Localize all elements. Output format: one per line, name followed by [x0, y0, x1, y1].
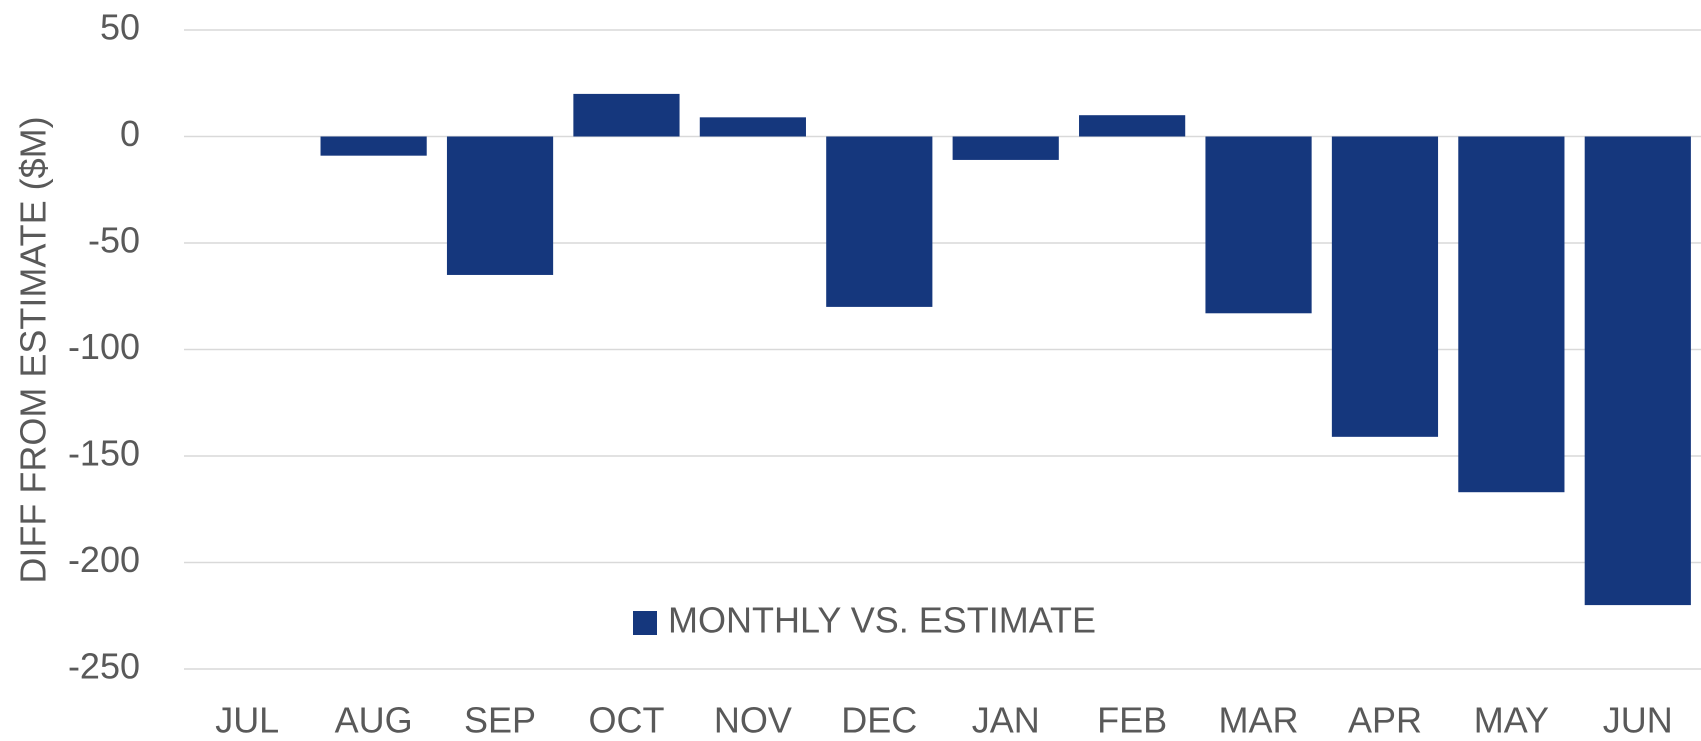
bar: [826, 136, 933, 307]
x-tick-label: NOV: [714, 700, 792, 741]
bar: [1458, 136, 1565, 493]
y-tick-label: 0: [120, 113, 140, 154]
bar: [952, 136, 1059, 160]
x-tick-label: OCT: [588, 700, 664, 741]
bar: [320, 136, 427, 156]
y-tick-label: -250: [68, 646, 140, 687]
y-tick-label: 50: [100, 7, 140, 48]
y-tick-label: -100: [68, 326, 140, 367]
x-tick-label: MAY: [1474, 700, 1549, 741]
bar: [573, 93, 680, 137]
y-tick-label: -150: [68, 433, 140, 474]
bar: [1331, 136, 1439, 437]
x-tick-label: JUL: [215, 700, 279, 741]
x-tick-label: FEB: [1097, 700, 1167, 741]
x-tick-label: JAN: [972, 700, 1040, 741]
bar: [699, 117, 806, 137]
y-tick-label: -50: [88, 220, 140, 261]
bar: [1079, 115, 1186, 137]
x-tick-label: JUN: [1603, 700, 1673, 741]
legend-swatch: [633, 611, 657, 635]
legend-label: MONTHLY VS. ESTIMATE: [668, 600, 1096, 641]
bar: [1584, 136, 1691, 606]
x-tick-label: MAR: [1219, 700, 1299, 741]
x-tick-label: DEC: [841, 700, 917, 741]
bar: [446, 136, 554, 275]
x-tick-label: SEP: [464, 700, 536, 741]
x-tick-label: APR: [1348, 700, 1422, 741]
y-tick-label: -200: [68, 539, 140, 580]
bar: [1205, 136, 1312, 314]
y-axis-title: DIFF FROM ESTIMATE ($M): [13, 116, 54, 583]
x-tick-label: AUG: [335, 700, 413, 741]
